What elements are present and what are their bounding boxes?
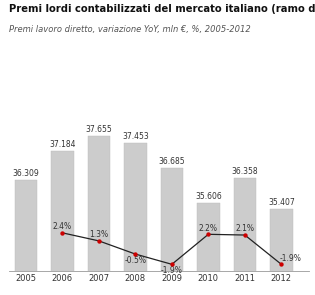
Text: 36.685: 36.685 — [158, 157, 185, 165]
Point — [206, 232, 211, 237]
Bar — [233, 178, 256, 295]
Point — [96, 239, 101, 243]
Point — [242, 233, 247, 237]
Bar — [197, 203, 220, 295]
Bar — [124, 142, 147, 295]
Bar — [14, 180, 37, 295]
Bar — [161, 168, 183, 295]
Text: -0.5%: -0.5% — [124, 256, 146, 265]
Bar — [270, 209, 293, 295]
Point — [133, 252, 138, 256]
Bar — [88, 136, 110, 295]
Text: 37.184: 37.184 — [49, 140, 76, 149]
Text: 2.1%: 2.1% — [235, 224, 254, 233]
Text: -1.9%: -1.9% — [279, 253, 301, 263]
Text: -1.9%: -1.9% — [161, 266, 183, 275]
Text: 37.453: 37.453 — [122, 132, 149, 140]
Bar — [51, 151, 74, 295]
Text: Premi lavoro diretto, variazione YoY, mln €, %, 2005-2012: Premi lavoro diretto, variazione YoY, ml… — [9, 25, 251, 34]
Point — [60, 230, 65, 235]
Text: 2.4%: 2.4% — [53, 222, 72, 231]
Text: 35.606: 35.606 — [195, 192, 222, 201]
Text: 37.655: 37.655 — [85, 125, 112, 134]
Text: 2.2%: 2.2% — [199, 224, 218, 232]
Text: 1.3%: 1.3% — [89, 230, 108, 239]
Text: 36.309: 36.309 — [13, 169, 39, 178]
Point — [279, 262, 284, 267]
Text: 36.358: 36.358 — [232, 167, 258, 176]
Point — [169, 262, 175, 267]
Text: 35.407: 35.407 — [268, 198, 295, 207]
Text: Premi lordi contabilizzati del mercato italiano (ramo danni): Premi lordi contabilizzati del mercato i… — [9, 4, 315, 14]
